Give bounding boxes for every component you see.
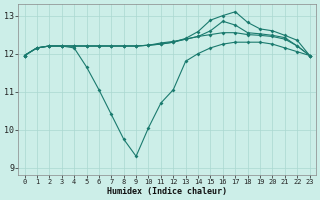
X-axis label: Humidex (Indice chaleur): Humidex (Indice chaleur) <box>107 187 227 196</box>
